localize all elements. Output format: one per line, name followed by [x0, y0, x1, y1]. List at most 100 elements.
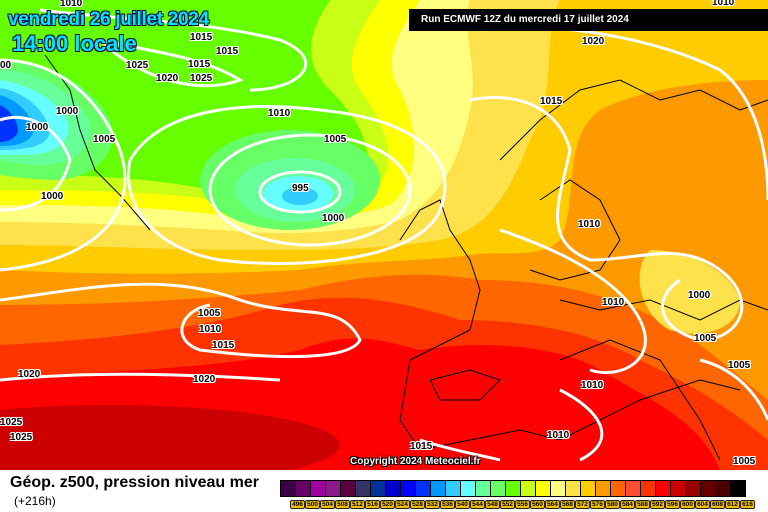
isobar-label: 00 [0, 60, 12, 71]
isobar-label: 1010 [268, 108, 291, 119]
legend-swatch [401, 481, 416, 496]
legend-swatch [341, 481, 356, 496]
legend-label: 616 [740, 500, 755, 509]
isobar-label: 1000 [322, 213, 345, 224]
legend-label: 516 [365, 500, 380, 509]
legend-label: 560 [530, 500, 545, 509]
legend-label: 544 [470, 500, 485, 509]
geopotential-field [0, 0, 768, 470]
legend-swatch [371, 481, 386, 496]
color-scale-labels: 496 500 504 508 512 516 520 524 528 532 536 540 544 5… [290, 500, 755, 509]
legend-label: 564 [545, 500, 560, 509]
legend-swatch [416, 481, 431, 496]
legend-label: 608 [710, 500, 725, 509]
legend-label: 584 [620, 500, 635, 509]
legend-swatch [521, 481, 536, 496]
isobar-label: 1025 [190, 73, 213, 84]
isobars [0, 8, 768, 462]
legend-label: 500 [305, 500, 320, 509]
legend-label: 528 [410, 500, 425, 509]
legend-label: 592 [650, 500, 665, 509]
isobar-label: 1000 [56, 106, 79, 117]
isobar-label: 1020 [156, 73, 179, 84]
legend-swatch [536, 481, 551, 496]
legend-label: 588 [635, 500, 650, 509]
isobar-label: 1015 [190, 32, 213, 43]
legend-label: 540 [455, 500, 470, 509]
legend-swatch [296, 481, 311, 496]
isobar-label: 1025 [0, 417, 23, 428]
legend-label: 496 [290, 500, 305, 509]
isobar-label: 1025 [10, 432, 33, 443]
legend-swatch [716, 481, 731, 496]
isobar-label: 1015 [188, 59, 211, 70]
isobar-label: 1000 [41, 191, 64, 202]
isobar-label: 1010 [578, 219, 601, 230]
legend-swatch [596, 481, 611, 496]
legend-label: 576 [590, 500, 605, 509]
legend-swatch [566, 481, 581, 496]
legend-label: 612 [725, 500, 740, 509]
isobar-label: 1005 [324, 134, 347, 145]
legend-swatch [281, 481, 296, 496]
isobar-label: 1015 [410, 441, 433, 452]
isobar-label: 1000 [26, 122, 49, 133]
isobar-label: 1010 [712, 0, 735, 8]
isobar-label: 1020 [582, 36, 605, 47]
isobar-label: 1010 [199, 324, 222, 335]
legend-label: 504 [320, 500, 335, 509]
legend-swatch [731, 481, 745, 496]
isobar-label: 1005 [93, 134, 116, 145]
isobar-label: 1005 [728, 360, 751, 371]
isobar-label: 1010 [60, 0, 83, 9]
isobar-label: 1015 [212, 340, 235, 351]
isobar-label: 1020 [193, 374, 216, 385]
isobar-label: 1000 [688, 290, 711, 301]
legend-swatch [506, 481, 521, 496]
isobar-label: 1025 [126, 60, 149, 71]
isobar-label: 1005 [733, 456, 756, 467]
isobar-label: 995 [292, 183, 309, 194]
isobar-label: 1005 [198, 308, 221, 319]
legend-swatch [446, 481, 461, 496]
legend-swatch [491, 481, 506, 496]
legend-swatch [671, 481, 686, 496]
legend-swatch [611, 481, 626, 496]
legend-label: 536 [440, 500, 455, 509]
isobar-label: 1015 [216, 46, 239, 57]
legend-label: 548 [485, 500, 500, 509]
legend-swatch [641, 481, 656, 496]
isobar-label: 1010 [581, 380, 604, 391]
legend-swatch [326, 481, 341, 496]
copyright: Copyright 2024 Meteociel.fr [350, 456, 481, 467]
legend-swatch [386, 481, 401, 496]
legend-swatch [626, 481, 641, 496]
legend-swatch [311, 481, 326, 496]
lead-time: (+216h) [14, 494, 56, 508]
color-scale-legend [280, 480, 746, 497]
legend-swatch [461, 481, 476, 496]
legend-swatch [356, 481, 371, 496]
legend-swatch [581, 481, 596, 496]
legend-label: 580 [605, 500, 620, 509]
isobar-label: 1010 [602, 297, 625, 308]
legend-label: 512 [350, 500, 365, 509]
legend-label: 520 [380, 500, 395, 509]
legend-label: 596 [665, 500, 680, 509]
model-run-banner: Run ECMWF 12Z du mercredi 17 juillet 202… [409, 9, 768, 31]
legend-swatch [686, 481, 701, 496]
forecast-date: vendredi 26 juillet 2024 [8, 9, 209, 30]
chart-title: Géop. z500, pression niveau mer [10, 474, 259, 491]
legend-label: 524 [395, 500, 410, 509]
legend-label: 556 [515, 500, 530, 509]
legend-swatch [551, 481, 566, 496]
legend-label: 508 [335, 500, 350, 509]
isobar-label: 1020 [18, 369, 41, 380]
legend-label: 568 [560, 500, 575, 509]
legend-label: 552 [500, 500, 515, 509]
legend-label: 600 [680, 500, 695, 509]
legend-label: 572 [575, 500, 590, 509]
legend-label: 604 [695, 500, 710, 509]
legend-swatch [701, 481, 716, 496]
legend-swatch [431, 481, 446, 496]
